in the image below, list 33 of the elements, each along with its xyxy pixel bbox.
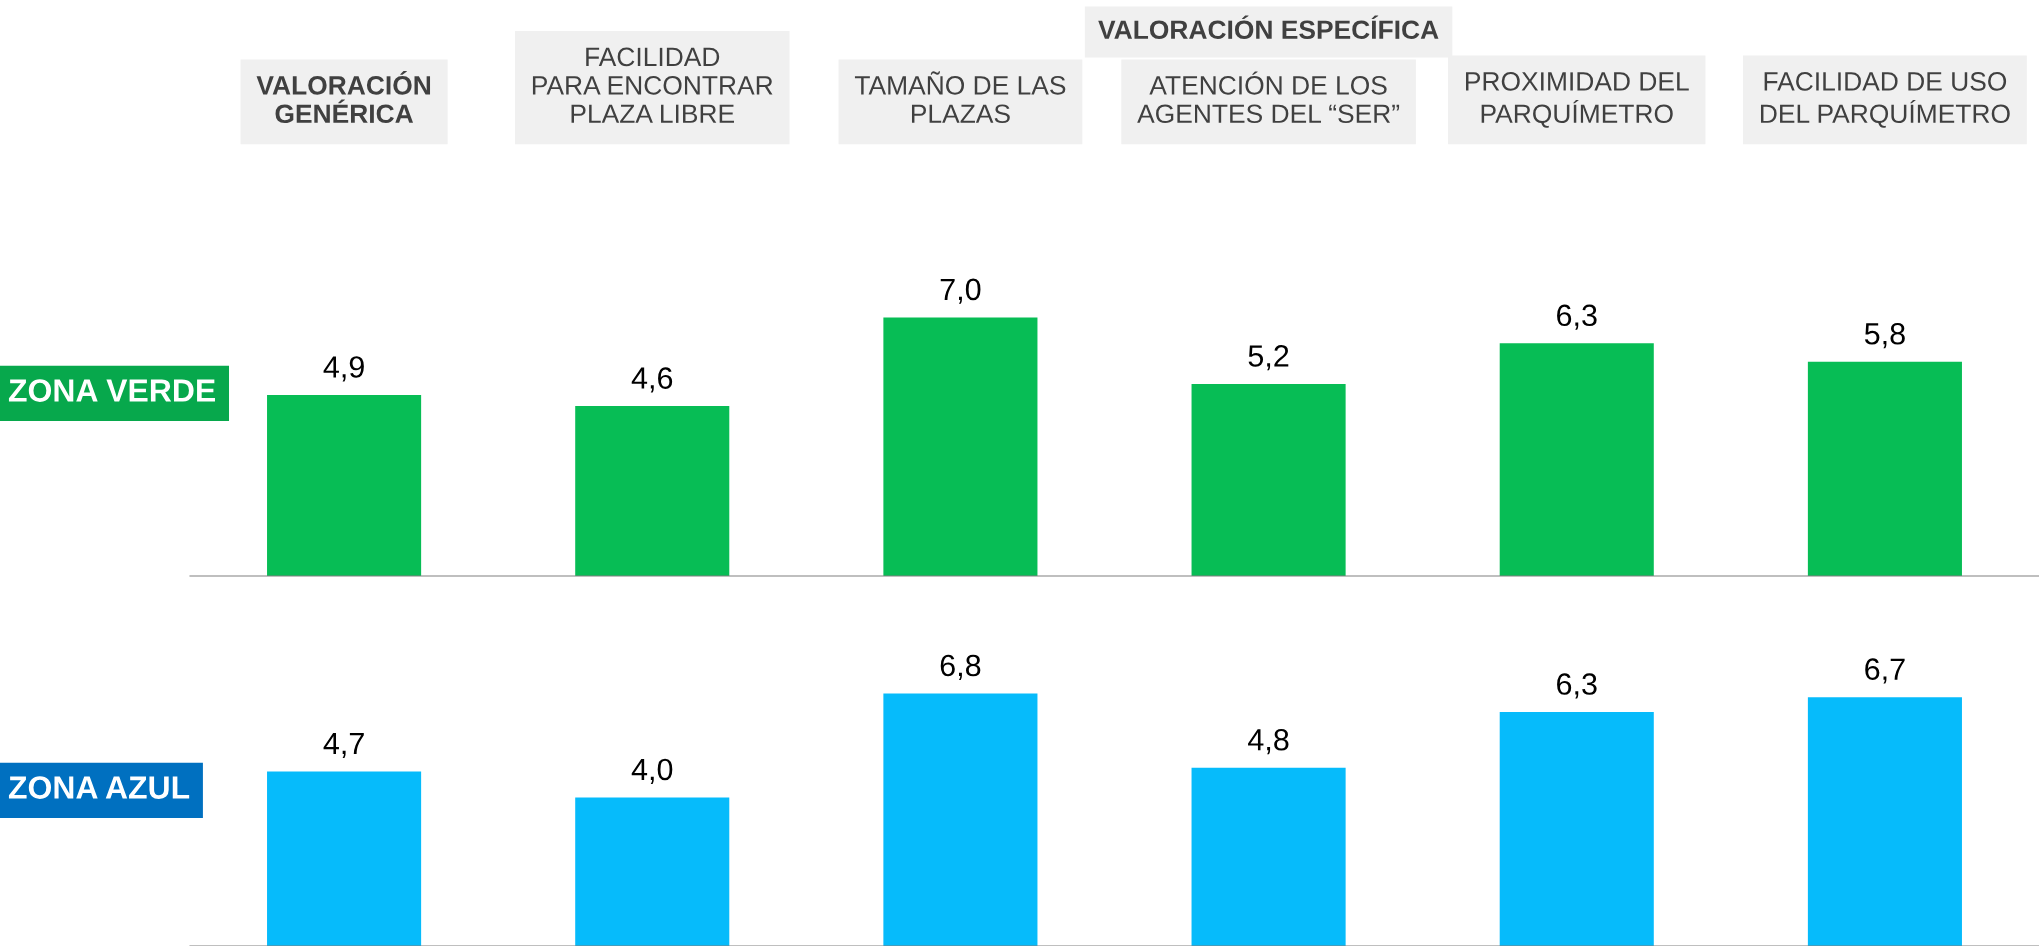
data-label: 4,0: [631, 758, 673, 784]
bar: [883, 317, 1038, 576]
bar: [1499, 343, 1654, 576]
x-tick-label: PROXIMIDAD DEL PARQUÍMETRO: [1466, 72, 1689, 128]
data-label: 4,7: [323, 732, 364, 758]
x-tick-label: TAMAÑO DE LAS PLAZAS: [854, 71, 1066, 124]
bar: [1191, 767, 1346, 946]
bar: [267, 394, 422, 576]
text: VALORACIÓN ESPECÍFICA: [1098, 15, 1439, 40]
bar: [1499, 712, 1654, 946]
bar: [575, 797, 730, 946]
bar: [267, 771, 422, 946]
data-label: 5,8: [1864, 322, 1905, 349]
data-label: 6,8: [940, 654, 981, 680]
y-axis-title: ZONA VERDE: [8, 379, 215, 402]
bar: [575, 406, 730, 576]
data-label: 6,3: [1557, 304, 1597, 330]
bar: [1807, 697, 1962, 946]
x-tick-label: VALORACIÓN GENÉRICA: [256, 71, 431, 124]
data-label: 5,2: [1248, 345, 1289, 371]
bar: [1807, 361, 1962, 576]
data-label: 4,8: [1248, 728, 1289, 755]
data-label: 6,3: [1557, 673, 1597, 699]
data-label: 4,9: [323, 356, 364, 382]
x-tick-label: ATENCIÓN DE LOS AGENTES DEL “SER”: [1137, 71, 1400, 124]
x-tick-label: FACILIDAD DE USO DEL PARQUÍMETRO: [1760, 72, 2010, 128]
bar: [1191, 383, 1346, 576]
data-label: 7,0: [940, 278, 981, 304]
data-label: 6,7: [1865, 658, 1905, 684]
y-axis-title: ZONA AZUL: [8, 776, 190, 799]
bar: [883, 693, 1038, 946]
data-label: 4,6: [631, 367, 673, 393]
x-tick-label: FACILIDAD PARA ENCONTRAR PLAZA LIBRE: [532, 47, 773, 123]
